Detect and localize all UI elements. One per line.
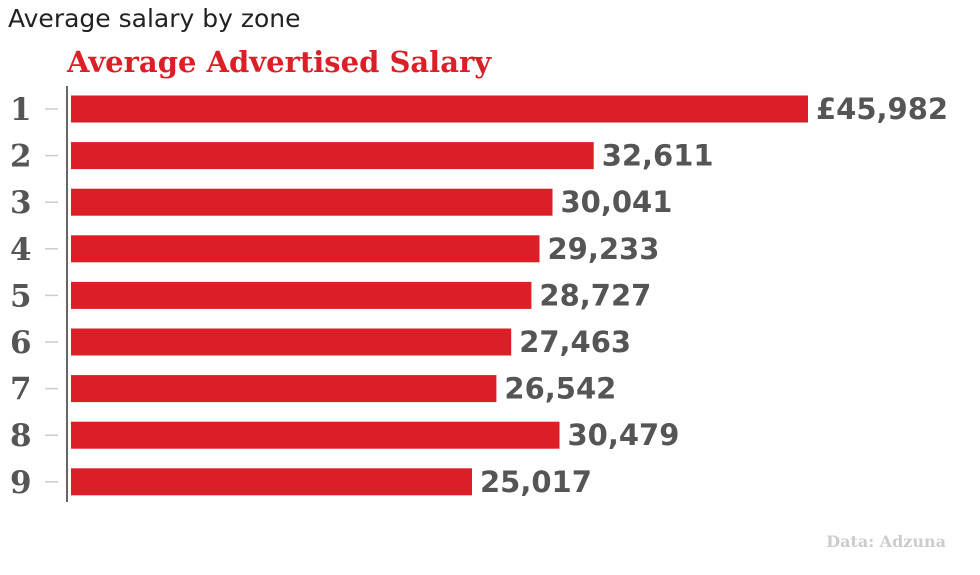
category-label: 2 [10, 139, 32, 175]
value-label: 32,611 [602, 139, 714, 173]
bar-zone-1 [71, 95, 808, 123]
category-label: 6 [10, 325, 32, 361]
bar-zone-3 [71, 188, 553, 216]
category-label: 7 [10, 372, 32, 408]
category-label: 9 [10, 465, 32, 501]
bar-zone-9 [71, 468, 472, 496]
category-label: 5 [10, 278, 32, 314]
bar-zone-2 [71, 142, 594, 170]
bar-zone-8 [71, 421, 560, 449]
category-label: 4 [10, 232, 32, 268]
value-label: 28,727 [539, 278, 651, 312]
value-label: 27,463 [519, 325, 631, 359]
bars-group: 1 £45,982 2 32,611 3 30,041 4 29,233 5 28,727 6 27,… [10, 92, 948, 501]
category-label: 3 [10, 185, 32, 221]
bar-zone-5 [71, 281, 532, 309]
bar-zone-4 [71, 235, 540, 263]
bar-zone-6 [71, 328, 512, 356]
category-label: 8 [10, 418, 32, 454]
value-label: £45,982 [816, 92, 948, 126]
value-label: 29,233 [548, 232, 660, 266]
source-label: Data: Adzuna [826, 532, 946, 551]
page-heading: Average salary by zone [8, 4, 301, 33]
value-label: 25,017 [480, 465, 592, 499]
value-label: 26,542 [504, 372, 616, 406]
bar-zone-7 [71, 375, 497, 403]
value-label: 30,479 [568, 418, 680, 452]
chart-title: Average Advertised Salary [66, 45, 492, 79]
category-label: 1 [10, 92, 32, 128]
value-label: 30,041 [561, 185, 673, 219]
